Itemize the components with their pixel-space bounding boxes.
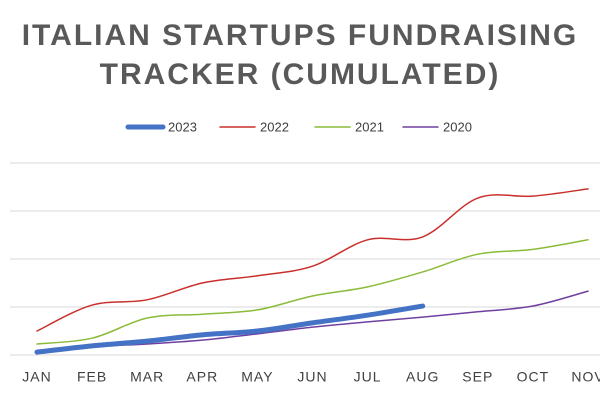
legend-label: 2021 (355, 119, 384, 134)
x-tick-label: JUL (354, 369, 382, 385)
x-tick-label: MAY (241, 369, 273, 385)
series-line (36, 188, 589, 332)
series-line (36, 239, 589, 345)
x-tick-label: NOV (571, 369, 600, 385)
legend-label: 2023 (168, 119, 197, 134)
x-tick-label: FEB (77, 369, 107, 385)
x-tick-label: AUG (406, 369, 439, 385)
series-line (34, 303, 426, 355)
x-tick-label: JAN (22, 369, 51, 385)
legend-label: 2020 (443, 119, 472, 134)
chart-title: ITALIAN STARTUPS FUNDRAISING (22, 19, 579, 52)
chart-title: TRACKER (CUMULATED) (100, 58, 501, 91)
x-tick-label: MAR (130, 369, 164, 385)
x-tick-label: OCT (517, 369, 550, 385)
x-tick-label: SEP (462, 369, 493, 385)
legend-label: 2022 (260, 119, 289, 134)
x-tick-label: APR (186, 369, 218, 385)
x-tick-label: JUN (297, 369, 327, 385)
